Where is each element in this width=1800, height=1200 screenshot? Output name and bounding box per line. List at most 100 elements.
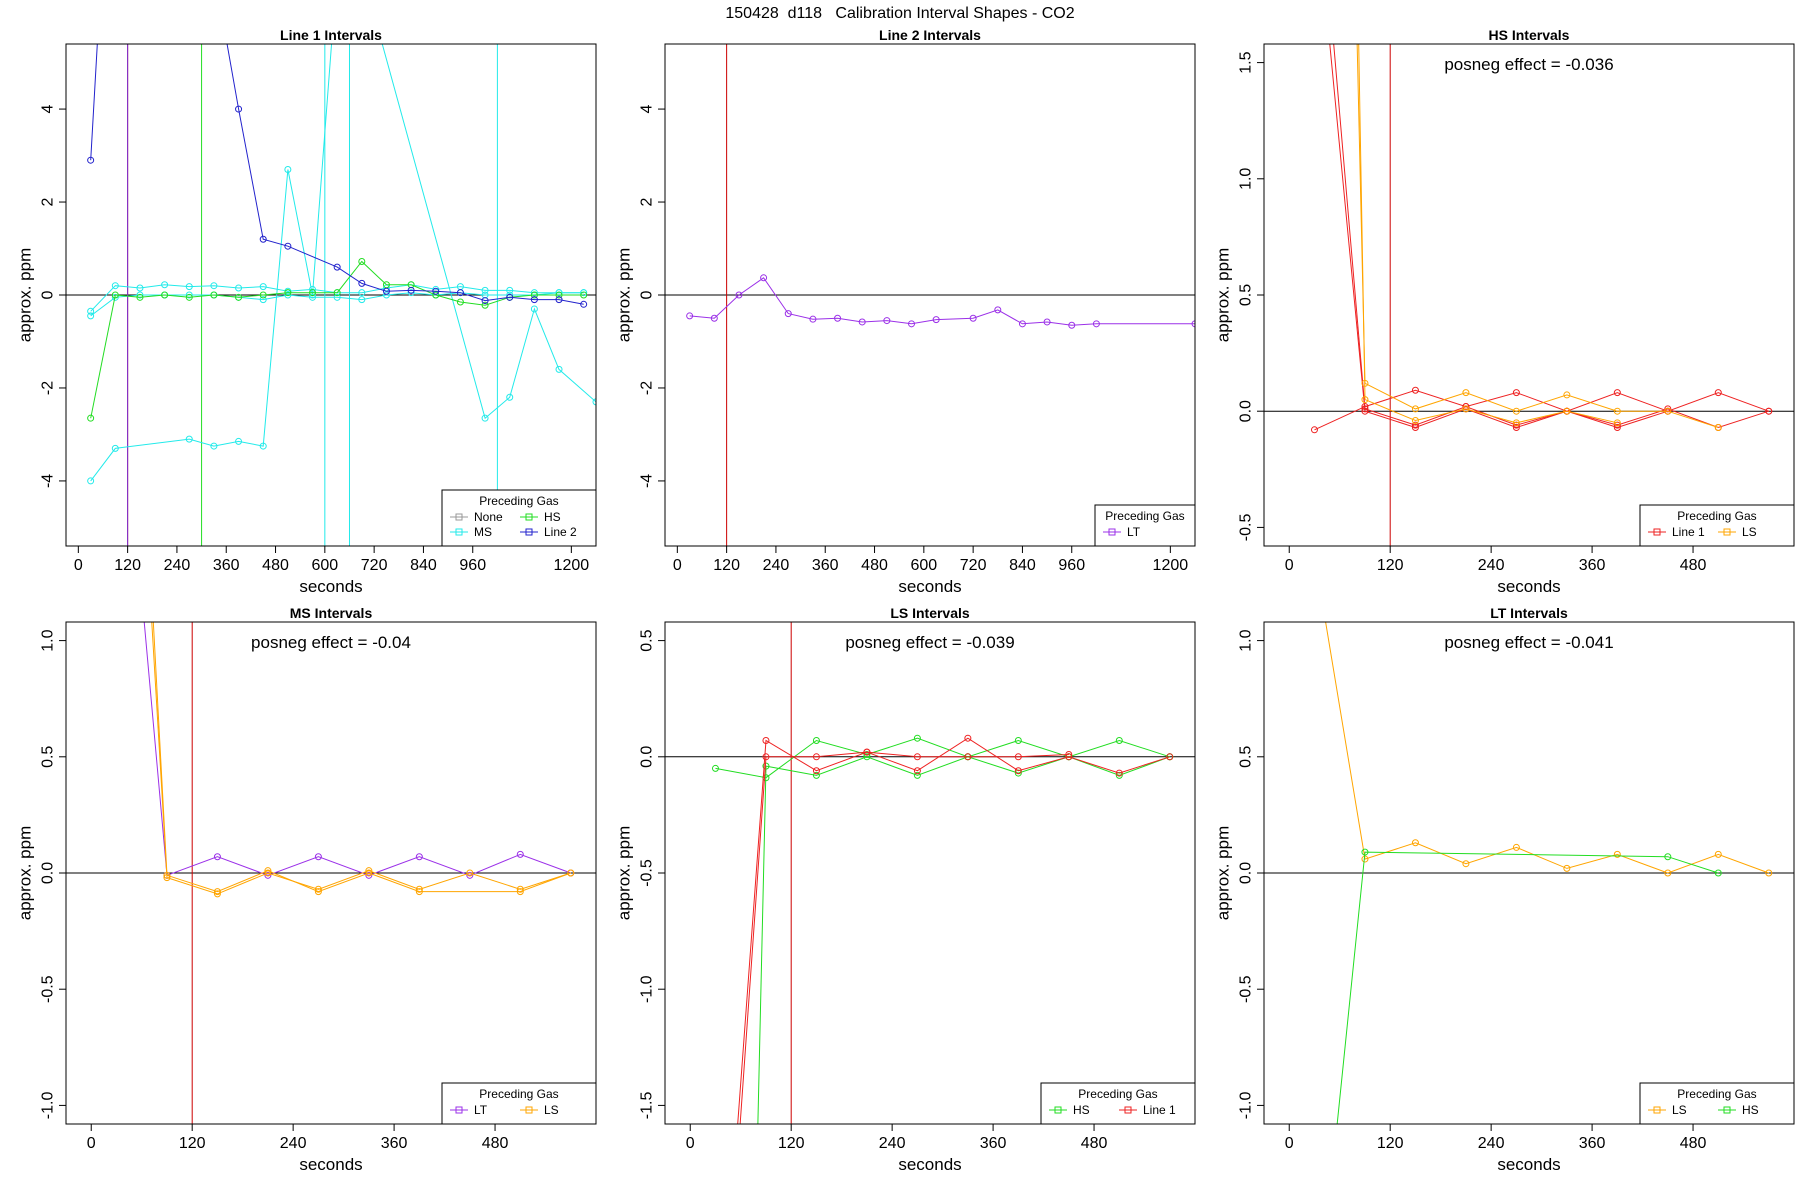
data-point bbox=[1563, 407, 1571, 415]
x-tick-label: 480 bbox=[1680, 1135, 1707, 1152]
y-tick-label: 1.0 bbox=[40, 629, 57, 651]
y-tick-label: -1.0 bbox=[639, 975, 656, 1003]
data-point bbox=[111, 282, 119, 290]
data-point bbox=[333, 289, 341, 297]
data-point bbox=[1613, 407, 1621, 415]
data-point bbox=[259, 296, 267, 304]
x-tick-label: 240 bbox=[763, 557, 790, 574]
data-point bbox=[235, 284, 243, 292]
data-point bbox=[185, 435, 193, 443]
data-point bbox=[710, 314, 718, 322]
legend-label: LS bbox=[1672, 1103, 1687, 1117]
data-point bbox=[147, 591, 153, 597]
x-tick-label: 840 bbox=[1009, 557, 1036, 574]
x-tick-label: 360 bbox=[980, 1135, 1007, 1152]
plot-area bbox=[66, 591, 596, 1124]
data-point bbox=[365, 867, 373, 875]
data-point bbox=[358, 296, 366, 304]
data-point bbox=[314, 885, 322, 893]
data-point bbox=[1166, 753, 1174, 761]
x-tick-label: 360 bbox=[381, 1135, 408, 1152]
y-tick-label: -0.5 bbox=[1238, 975, 1255, 1003]
series-line bbox=[151, 622, 571, 895]
data-point bbox=[1462, 389, 1470, 397]
posneg-annotation: posneg effect = -0.041 bbox=[1444, 633, 1613, 652]
legend-entry: LT bbox=[450, 1103, 488, 1117]
data-point bbox=[382, 281, 390, 289]
legend: Preceding Gas None HS MS Line 2 bbox=[441, 489, 597, 547]
data-point bbox=[1361, 405, 1369, 413]
data-point bbox=[932, 316, 940, 324]
data-point bbox=[1361, 848, 1369, 856]
data-point bbox=[969, 314, 977, 322]
panel-title: MS Intervals bbox=[290, 605, 373, 621]
legend-label: HS bbox=[1742, 1103, 1759, 1117]
data-point bbox=[407, 286, 415, 294]
y-tick-label: 0.0 bbox=[1238, 862, 1255, 884]
chart-panel-3: HS Intervals posneg effect = -0.036 0 120 24… bbox=[1214, 27, 1795, 596]
series-line bbox=[739, 751, 1069, 1124]
legend-entry: LS bbox=[520, 1103, 559, 1117]
data-point bbox=[555, 365, 563, 373]
y-axis-label: approx. ppm bbox=[615, 248, 634, 343]
x-tick-label: 360 bbox=[1579, 1135, 1606, 1152]
y-tick-label: -1.0 bbox=[40, 1092, 57, 1120]
x-tick-label: 840 bbox=[410, 557, 437, 574]
y-tick-label: -2 bbox=[639, 381, 656, 395]
series-ls bbox=[1320, 603, 1773, 877]
series-line bbox=[1358, 44, 1618, 424]
data-point bbox=[333, 293, 341, 301]
data-point bbox=[1411, 417, 1419, 424]
legend-entry: HS bbox=[1049, 1103, 1090, 1117]
series-line bbox=[143, 622, 571, 876]
data-point bbox=[415, 853, 423, 861]
series-line-1 bbox=[1333, 44, 1672, 431]
data-point bbox=[1462, 860, 1470, 868]
data-point bbox=[1613, 389, 1621, 397]
legend-box bbox=[1639, 504, 1795, 547]
data-point bbox=[264, 871, 272, 879]
data-point bbox=[516, 885, 524, 893]
data-point bbox=[784, 310, 792, 318]
series-line bbox=[1356, 44, 1719, 428]
legend-box bbox=[441, 489, 597, 547]
data-point bbox=[580, 300, 588, 308]
data-point bbox=[1462, 403, 1470, 411]
data-point bbox=[1613, 850, 1621, 858]
data-point bbox=[913, 734, 921, 742]
legend-entry: LS bbox=[1648, 1103, 1687, 1117]
y-tick-label: 0.5 bbox=[1238, 746, 1255, 768]
legend-label: LT bbox=[1127, 525, 1141, 539]
y-axis-label: approx. ppm bbox=[1214, 248, 1233, 343]
series-line bbox=[90, 44, 584, 305]
data-point bbox=[516, 850, 524, 858]
data-point bbox=[432, 291, 440, 299]
series-line-1 bbox=[1310, 386, 1773, 434]
legend-box bbox=[1639, 1082, 1795, 1125]
data-point bbox=[580, 291, 588, 299]
y-axis-label: approx. ppm bbox=[16, 248, 35, 343]
legend: Preceding Gas HS Line 1 bbox=[1040, 1082, 1196, 1125]
data-point bbox=[1512, 423, 1520, 431]
data-point bbox=[481, 286, 489, 294]
x-tick-label: 1200 bbox=[554, 557, 590, 574]
data-point bbox=[530, 289, 538, 297]
legend-label: LS bbox=[1742, 525, 1757, 539]
data-point bbox=[1411, 386, 1419, 394]
data-point bbox=[1014, 767, 1022, 775]
x-tick-label: 240 bbox=[879, 1135, 906, 1152]
legend-swatch-marker bbox=[1108, 528, 1116, 536]
legend-title: Preceding Gas bbox=[1677, 1087, 1756, 1101]
x-tick-label: 240 bbox=[280, 1135, 307, 1152]
data-point bbox=[136, 284, 144, 292]
x-tick-label: 0 bbox=[1285, 1135, 1294, 1152]
series-ls bbox=[152, 622, 575, 896]
legend-title: Preceding Gas bbox=[1078, 1087, 1157, 1101]
data-point bbox=[555, 291, 563, 299]
data-point bbox=[1765, 869, 1773, 877]
data-point bbox=[136, 291, 144, 299]
x-tick-label: 480 bbox=[262, 557, 289, 574]
data-point bbox=[1320, 603, 1326, 609]
data-point bbox=[1191, 320, 1195, 328]
x-tick-label: 600 bbox=[311, 557, 338, 574]
